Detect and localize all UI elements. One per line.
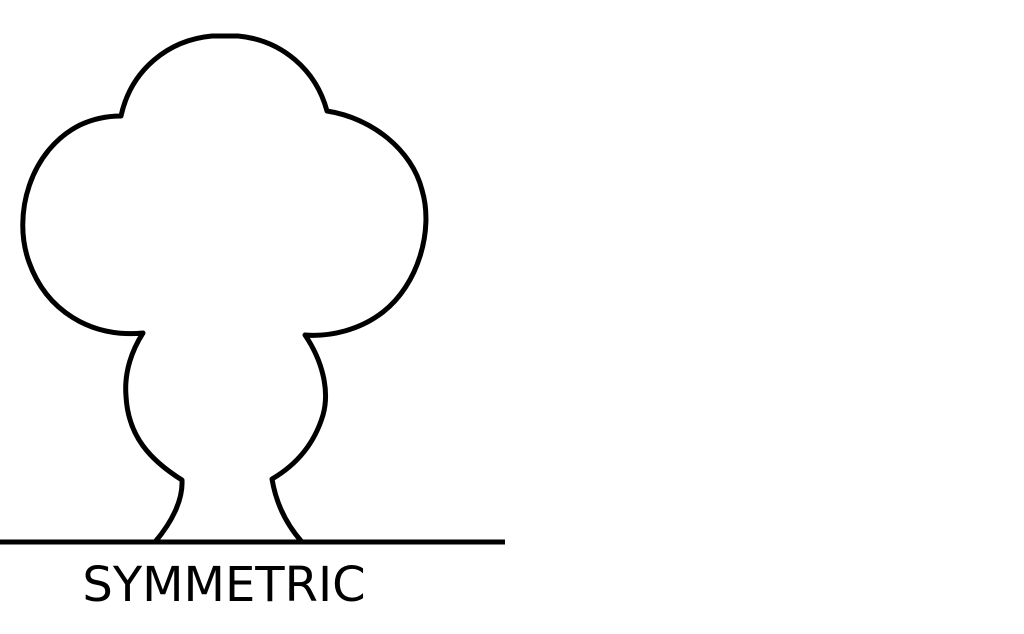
figure-caption: SYMMETRIC — [82, 557, 365, 613]
tree-outline — [20, 33, 429, 545]
